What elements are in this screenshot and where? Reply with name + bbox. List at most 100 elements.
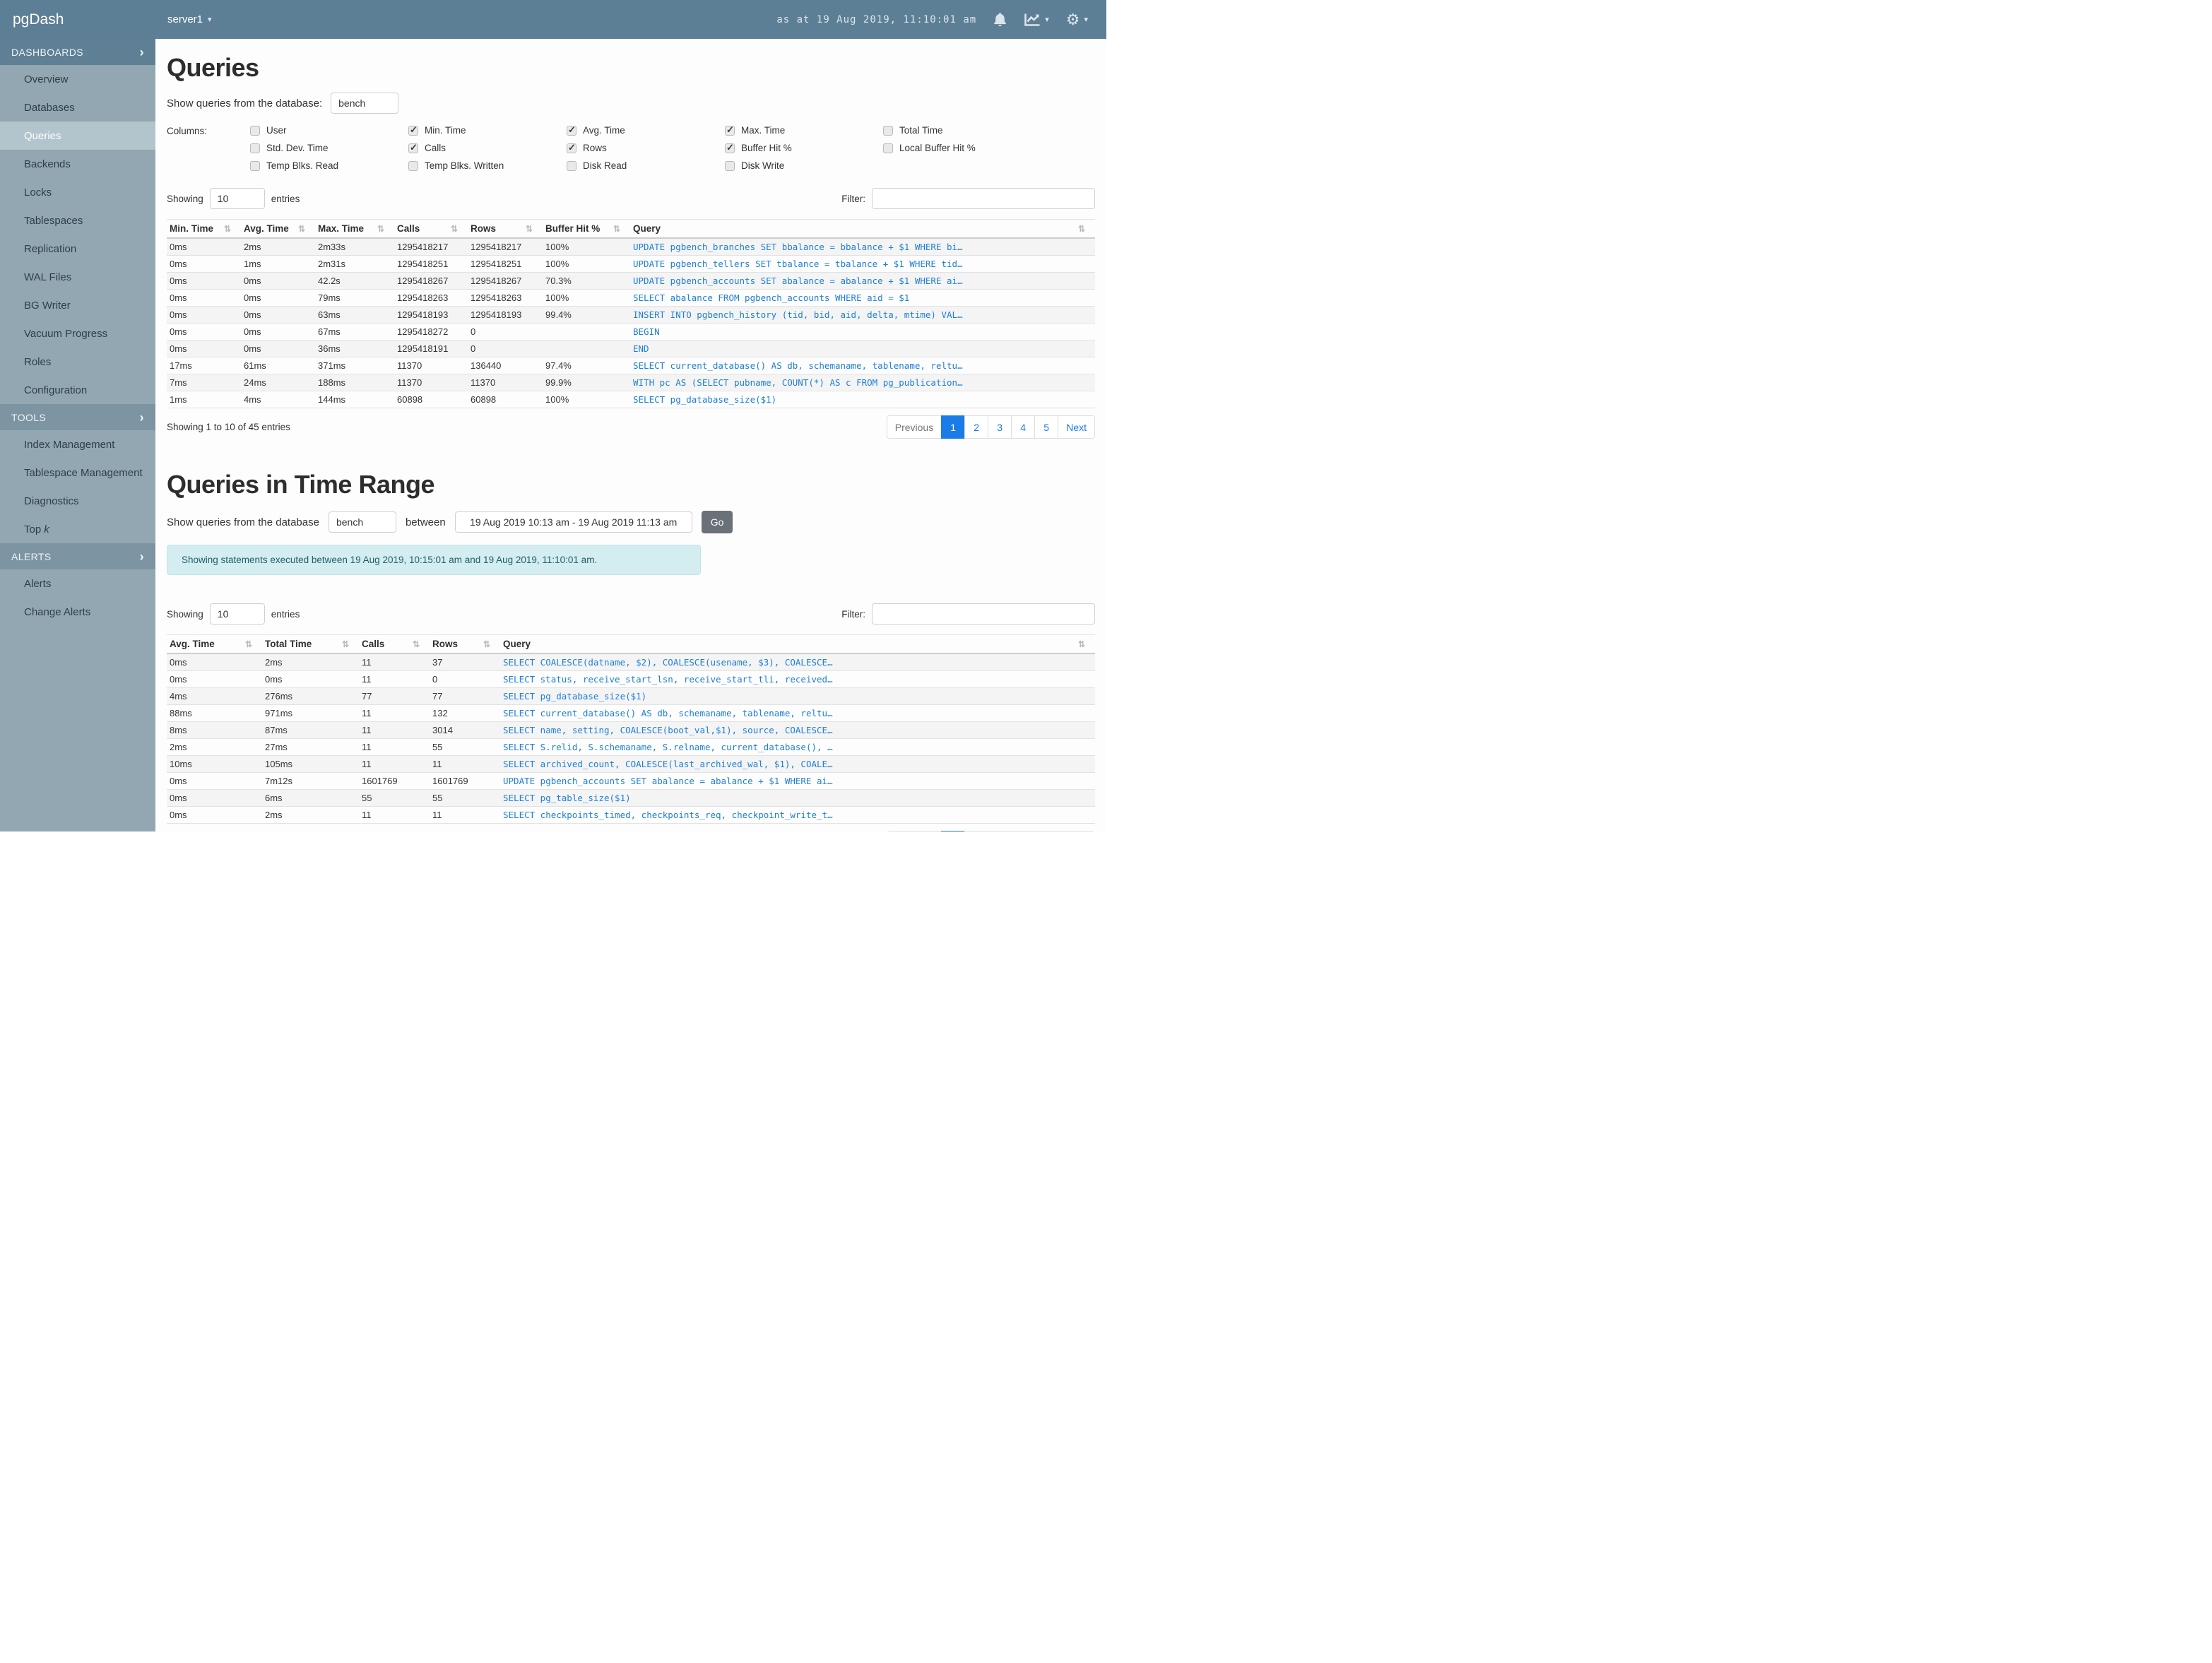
checkbox-icon[interactable] [567,124,576,136]
sidebar-item-roles[interactable]: Roles [24,355,52,368]
column-checkbox-rows[interactable]: Rows [567,142,725,153]
sort-icon[interactable]: ⇅ [297,223,305,234]
pagination-previous[interactable]: Previous [886,415,942,439]
col-header-calls[interactable]: Calls ⇅ [394,219,468,239]
query-cell[interactable]: BEGIN [630,323,1095,341]
sidebar-item-configuration[interactable]: Configuration [24,384,88,396]
query-cell[interactable]: WITH pc AS (SELECT pubname, COUNT(*) AS … [630,374,1095,391]
server-selector[interactable]: server1 ▾ [167,13,212,25]
column-checkbox-local-buffer-hit[interactable]: Local Buffer Hit % [883,143,1041,153]
checkbox-icon[interactable] [567,160,576,171]
sort-icon[interactable]: ⇅ [1077,639,1085,649]
column-checkbox-user[interactable]: User [250,125,408,136]
col-header-rows[interactable]: Rows ⇅ [468,219,543,239]
pagination-page-2[interactable]: 2 [964,831,989,832]
sidebar-item-index-management[interactable]: Index Management [24,438,115,451]
checkbox-icon[interactable] [408,160,418,171]
sidebar-item-overview[interactable]: Overview [24,73,69,85]
entries-count-input-2[interactable] [209,603,265,625]
sort-icon[interactable]: ⇅ [223,223,231,234]
sidebar-section-tools[interactable]: TOOLS › [0,404,155,430]
time-range-input[interactable] [454,511,692,533]
query-cell[interactable]: INSERT INTO pgbench_history (tid, bid, a… [630,306,1095,324]
pagination-page-1[interactable]: 1 [941,831,966,832]
filter-input[interactable] [872,188,1095,209]
pagination-page-4[interactable]: 4 [1011,415,1036,439]
query-cell[interactable]: SELECT S.relid, S.schemaname, S.relname,… [500,738,1095,756]
checkbox-icon[interactable] [250,143,260,153]
column-checkbox-disk-read[interactable]: Disk Read [567,160,725,171]
query-cell[interactable]: SELECT checkpoints_timed, checkpoints_re… [500,806,1095,824]
settings-menu-button[interactable]: ⚙ ▾ [1066,11,1088,28]
query-cell[interactable]: END [630,340,1095,357]
sort-icon[interactable]: ⇅ [341,639,349,649]
pagination-page-4[interactable]: 4 [1011,831,1036,832]
column-checkbox-max-time[interactable]: Max. Time [725,124,883,136]
query-cell[interactable]: UPDATE pgbench_accounts SET abalance = a… [630,272,1095,290]
query-cell[interactable]: SELECT current_database() AS db, scheman… [630,357,1095,374]
col-header-total-time[interactable]: Total Time ⇅ [262,634,359,654]
column-checkbox-std-dev-time[interactable]: Std. Dev. Time [250,143,408,153]
sidebar-item-locks[interactable]: Locks [24,186,52,199]
column-checkbox-temp-blks-read[interactable]: Temp Blks. Read [250,160,408,171]
checkbox-icon[interactable] [567,142,576,153]
col-header-query[interactable]: Query ⇅ [630,219,1095,239]
pagination-page-3[interactable]: 3 [988,415,1012,439]
checkbox-icon[interactable] [883,143,893,153]
query-cell[interactable]: SELECT status, receive_start_lsn, receiv… [500,670,1095,688]
sort-icon[interactable]: ⇅ [377,223,384,234]
sidebar-section-dashboards[interactable]: DASHBOARDS › [0,39,155,65]
column-checkbox-min-time[interactable]: Min. Time [408,124,567,136]
sidebar-item-vacuum-progress[interactable]: Vacuum Progress [24,327,108,340]
filter-input-2[interactable] [872,603,1095,625]
col-header-rows[interactable]: Rows ⇅ [430,634,500,654]
col-header-query[interactable]: Query ⇅ [500,634,1095,654]
sidebar-item-tablespace-management[interactable]: Tablespace Management [24,466,143,479]
database-input[interactable] [331,93,399,114]
go-button[interactable]: Go [701,511,733,533]
checkbox-icon[interactable] [883,125,893,136]
sidebar-item-backends[interactable]: Backends [24,158,71,170]
query-cell[interactable]: SELECT pg_table_size($1) [500,789,1095,807]
sidebar-item-top-k[interactable]: Top k [24,523,49,535]
sidebar-item-databases[interactable]: Databases [24,101,75,114]
sidebar-item-bg-writer[interactable]: BG Writer [24,299,71,312]
sidebar-item-queries[interactable]: Queries [0,122,155,150]
sidebar-item-replication[interactable]: Replication [24,242,77,255]
sidebar-item-alerts[interactable]: Alerts [24,577,52,590]
query-cell[interactable]: UPDATE pgbench_tellers SET tbalance = tb… [630,255,1095,273]
col-header-min-time[interactable]: Min. Time ⇅ [167,219,241,239]
query-cell[interactable]: UPDATE pgbench_accounts SET abalance = a… [500,772,1095,790]
column-checkbox-calls[interactable]: Calls [408,142,567,153]
column-checkbox-avg-time[interactable]: Avg. Time [567,124,725,136]
column-checkbox-disk-write[interactable]: Disk Write [725,160,883,171]
sort-icon[interactable]: ⇅ [450,223,458,234]
sidebar-item-change-alerts[interactable]: Change Alerts [24,605,91,618]
col-header-buffer-hit[interactable]: Buffer Hit % ⇅ [543,219,630,239]
pagination-page-3[interactable]: 3 [988,831,1012,832]
checkbox-icon[interactable] [250,125,260,136]
query-cell[interactable]: SELECT archived_count, COALESCE(last_arc… [500,755,1095,773]
sidebar-item-wal-files[interactable]: WAL Files [24,271,72,283]
sort-icon[interactable]: ⇅ [613,223,620,234]
query-cell[interactable]: SELECT name, setting, COALESCE(boot_val,… [500,721,1095,739]
database-input-2[interactable] [328,511,396,533]
pagination-page-5[interactable]: 5 [1034,415,1059,439]
query-cell[interactable]: SELECT pg_database_size($1) [500,687,1095,705]
query-cell[interactable]: SELECT abalance FROM pgbench_accounts WH… [630,289,1095,307]
checkbox-icon[interactable] [725,124,735,136]
pagination-page-1[interactable]: 1 [941,415,966,439]
query-cell[interactable]: SELECT current_database() AS db, scheman… [500,704,1095,722]
sidebar-section-alerts[interactable]: ALERTS › [0,543,155,569]
col-header-avg-time[interactable]: Avg. Time ⇅ [167,634,262,654]
sort-icon[interactable]: ⇅ [525,223,533,234]
sort-icon[interactable]: ⇅ [1077,223,1085,234]
sort-icon[interactable]: ⇅ [483,639,490,649]
pagination-previous[interactable]: Previous [886,831,942,832]
column-checkbox-buffer-hit[interactable]: Buffer Hit % [725,142,883,153]
sidebar-item-diagnostics[interactable]: Diagnostics [24,495,79,507]
checkbox-icon[interactable] [250,160,260,171]
query-cell[interactable]: SELECT COALESCE(datname, $2), COALESCE(u… [500,653,1095,671]
pagination-page-5[interactable]: 5 [1034,831,1059,832]
checkbox-icon[interactable] [725,142,735,153]
